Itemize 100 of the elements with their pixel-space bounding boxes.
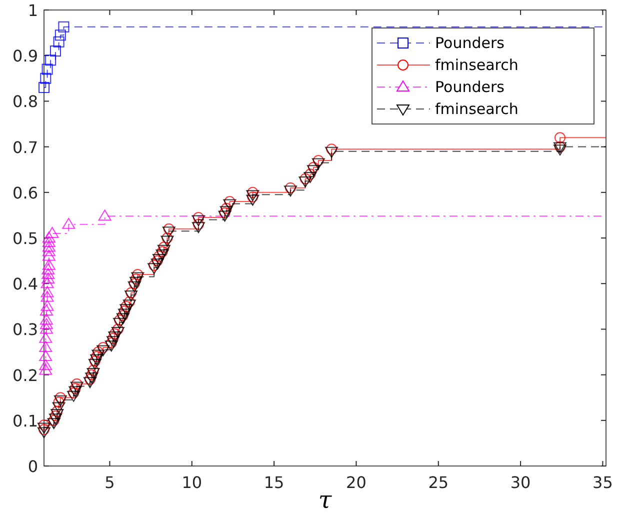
point bbox=[122, 300, 136, 311]
point bbox=[54, 30, 66, 41]
x-tick-label: 10 bbox=[182, 473, 202, 492]
point bbox=[308, 162, 319, 173]
point bbox=[108, 332, 119, 344]
point bbox=[192, 222, 205, 234]
point bbox=[114, 314, 126, 326]
point bbox=[246, 194, 260, 206]
point bbox=[148, 263, 161, 274]
point bbox=[112, 324, 124, 335]
legend-label: Pounders bbox=[435, 34, 505, 52]
point bbox=[52, 402, 66, 414]
point bbox=[554, 132, 566, 144]
point bbox=[52, 406, 63, 417]
point bbox=[219, 207, 230, 218]
x-tick-label: 15 bbox=[264, 473, 284, 492]
point bbox=[106, 336, 120, 348]
point bbox=[224, 196, 236, 208]
y-tick-label: 0 bbox=[28, 457, 38, 476]
point bbox=[109, 328, 120, 340]
point bbox=[68, 386, 82, 398]
point bbox=[247, 186, 258, 198]
point bbox=[98, 210, 112, 221]
point bbox=[92, 346, 104, 358]
point bbox=[304, 168, 316, 180]
point bbox=[90, 354, 104, 366]
y-tick-label: 0.1 bbox=[12, 411, 38, 430]
point bbox=[163, 223, 174, 234]
point bbox=[150, 258, 164, 270]
point bbox=[96, 345, 110, 356]
point bbox=[312, 154, 324, 166]
point bbox=[218, 210, 232, 222]
point bbox=[325, 146, 338, 158]
point bbox=[160, 236, 174, 247]
point bbox=[62, 218, 76, 229]
y-tick-label: 0.9 bbox=[12, 46, 38, 66]
point bbox=[42, 268, 55, 279]
point bbox=[118, 308, 132, 320]
point bbox=[54, 392, 66, 404]
x-tick-label: 20 bbox=[346, 473, 366, 492]
point bbox=[38, 427, 50, 438]
point bbox=[84, 374, 96, 385]
point bbox=[132, 268, 144, 280]
y-tick-label: 0.3 bbox=[12, 320, 38, 340]
point bbox=[113, 318, 126, 329]
point bbox=[42, 236, 56, 248]
point bbox=[50, 409, 64, 420]
point bbox=[46, 226, 59, 238]
point bbox=[42, 245, 56, 256]
point bbox=[48, 414, 60, 426]
point bbox=[104, 340, 118, 352]
point bbox=[40, 314, 53, 325]
point bbox=[148, 260, 160, 271]
point bbox=[89, 356, 100, 367]
y-tick-label: 0.2 bbox=[12, 366, 38, 385]
point bbox=[40, 286, 54, 298]
point bbox=[119, 305, 130, 316]
point bbox=[131, 272, 144, 284]
point bbox=[40, 290, 54, 302]
point bbox=[162, 232, 173, 244]
point bbox=[88, 364, 99, 376]
point bbox=[85, 372, 98, 384]
x-axis-title: τ bbox=[318, 486, 332, 514]
point bbox=[67, 390, 80, 402]
point bbox=[223, 199, 236, 210]
point bbox=[71, 378, 82, 390]
point bbox=[326, 144, 338, 155]
point bbox=[53, 396, 64, 408]
point bbox=[98, 342, 109, 353]
point bbox=[70, 382, 84, 393]
point bbox=[284, 182, 296, 194]
point bbox=[300, 173, 311, 184]
point bbox=[39, 332, 52, 343]
point bbox=[111, 326, 124, 338]
point bbox=[42, 64, 53, 75]
point bbox=[42, 258, 56, 270]
point bbox=[68, 388, 80, 399]
point bbox=[38, 82, 50, 94]
point bbox=[86, 369, 98, 380]
point bbox=[120, 304, 133, 316]
point bbox=[162, 226, 176, 238]
point bbox=[126, 287, 137, 298]
point bbox=[54, 395, 67, 406]
point bbox=[304, 172, 317, 183]
point bbox=[152, 255, 163, 266]
point bbox=[42, 272, 55, 284]
y-tick-label: 0.7 bbox=[12, 138, 38, 157]
point bbox=[50, 46, 62, 57]
point bbox=[40, 277, 54, 288]
point bbox=[42, 240, 56, 252]
point bbox=[192, 218, 204, 230]
point bbox=[130, 274, 142, 285]
point bbox=[128, 281, 141, 292]
y-tick-label: 1 bbox=[28, 1, 38, 20]
point bbox=[306, 165, 320, 176]
point bbox=[106, 337, 117, 348]
point bbox=[116, 313, 130, 324]
point bbox=[38, 419, 50, 430]
point bbox=[91, 351, 102, 362]
point bbox=[192, 212, 204, 223]
